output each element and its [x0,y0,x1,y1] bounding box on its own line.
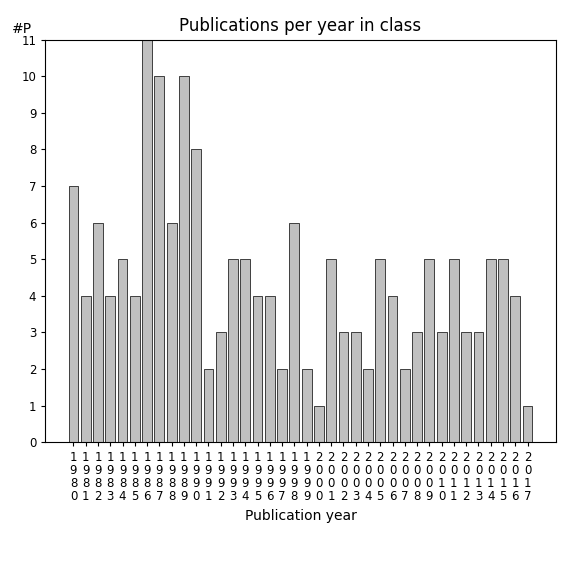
Bar [130,296,139,442]
Bar [228,259,238,442]
Title: Publications per year in class: Publications per year in class [179,18,422,35]
Bar [412,332,422,442]
Bar [277,369,287,442]
Bar [326,259,336,442]
Bar [167,223,176,442]
Bar [363,369,373,442]
Bar [265,296,275,442]
Bar [154,77,164,442]
Bar [498,259,508,442]
Bar [486,259,496,442]
Bar [253,296,263,442]
Bar [462,332,471,442]
Bar [216,332,226,442]
Bar [473,332,484,442]
Bar [437,332,447,442]
Bar [93,223,103,442]
Bar [351,332,361,442]
X-axis label: Publication year: Publication year [244,509,357,523]
Bar [523,405,532,442]
Bar [510,296,520,442]
Bar [142,40,152,442]
Bar [425,259,434,442]
Bar [290,223,299,442]
Bar [302,369,311,442]
Bar [400,369,410,442]
Bar [81,296,91,442]
Bar [69,186,78,442]
Bar [449,259,459,442]
Bar [179,77,189,442]
Bar [338,332,348,442]
Bar [314,405,324,442]
Text: #P: #P [12,22,32,36]
Bar [105,296,115,442]
Bar [375,259,385,442]
Bar [191,150,201,442]
Bar [117,259,128,442]
Bar [204,369,213,442]
Bar [388,296,397,442]
Bar [240,259,250,442]
